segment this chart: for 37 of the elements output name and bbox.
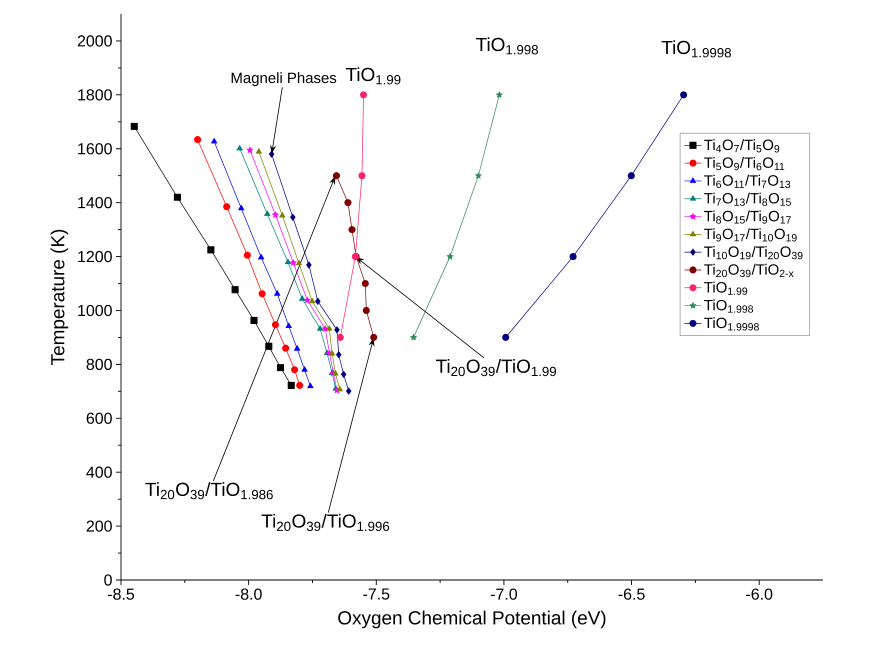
legend-label: Ti$_{10}$O$_{19}$/Ti$_{20}$O$_{39}$	[704, 246, 803, 260]
annotation: Magneli Phases	[232, 72, 336, 86]
legend-label: Ti$_{8}$O$_{15}$/Ti$_{9}$O$_{17}$	[704, 210, 791, 224]
legend-label: TiO$_{1.99}$	[704, 282, 748, 295]
legend-label: TiO$_{1.9998}$	[704, 317, 759, 331]
y-tick-label: 1400	[78, 197, 112, 208]
legend-label: Ti$_{4}$O$_{7}$/Ti$_{5}$O$_{9}$	[704, 139, 780, 152]
legend-label: Ti$_{6}$O$_{11}$/Ti$_{7}$O$_{13}$	[704, 174, 790, 188]
annotation: TiO$_{1.99}$	[346, 67, 400, 84]
x-tick-label: -6.0	[746, 588, 772, 600]
y-tick-label: 1200	[78, 250, 112, 262]
annotation: Ti$_{20}$O$_{39}$/TiO$_{1.986}$	[145, 482, 273, 500]
y-tick-label: 800	[86, 358, 112, 370]
x-tick-label: -8.0	[236, 588, 262, 600]
legend-label: Ti$_{20}$O$_{39}$/TiO$_{2-x}$	[704, 264, 794, 278]
legend-label: Ti$_{7}$O$_{13}$/Ti$_{8}$O$_{15}$	[704, 192, 791, 206]
y-axis-title: Temperature (K)	[50, 230, 68, 365]
annotation: Ti$_{20}$O$_{39}$/TiO$_{1.99}$	[436, 358, 556, 376]
y-tick-label: 1000	[78, 304, 112, 316]
legend-label: Ti$_{9}$O$_{17}$/Ti$_{10}$O$_{19}$	[704, 228, 797, 242]
annotation: TiO$_{1.998}$	[476, 37, 538, 54]
x-tick-label: -7.0	[490, 588, 518, 600]
y-tick-label: 2000	[78, 35, 112, 47]
x-tick-label: -8.5	[108, 588, 134, 600]
x-axis-title: Oxygen Chemical Potential (eV)	[338, 610, 606, 628]
annotation: Ti$_{20}$O$_{39}$/TiO$_{1.996}$	[262, 514, 390, 532]
x-tick-label: -7.5	[363, 588, 390, 600]
y-tick-label: 400	[86, 466, 112, 478]
legend-label: TiO$_{1.998}$	[704, 299, 754, 313]
x-tick-label: -6.5	[618, 588, 645, 600]
legend-label: Ti$_{5}$O$_{9}$/Ti$_{6}$O$_{11}$	[704, 156, 784, 170]
y-tick-label: 1600	[78, 143, 112, 154]
y-tick-label: 600	[86, 412, 112, 424]
y-tick-label: 0	[104, 574, 112, 586]
annotation: TiO$_{1.9998}$	[662, 40, 731, 58]
y-tick-label: 1800	[78, 89, 112, 100]
y-tick-label: 200	[86, 520, 112, 532]
